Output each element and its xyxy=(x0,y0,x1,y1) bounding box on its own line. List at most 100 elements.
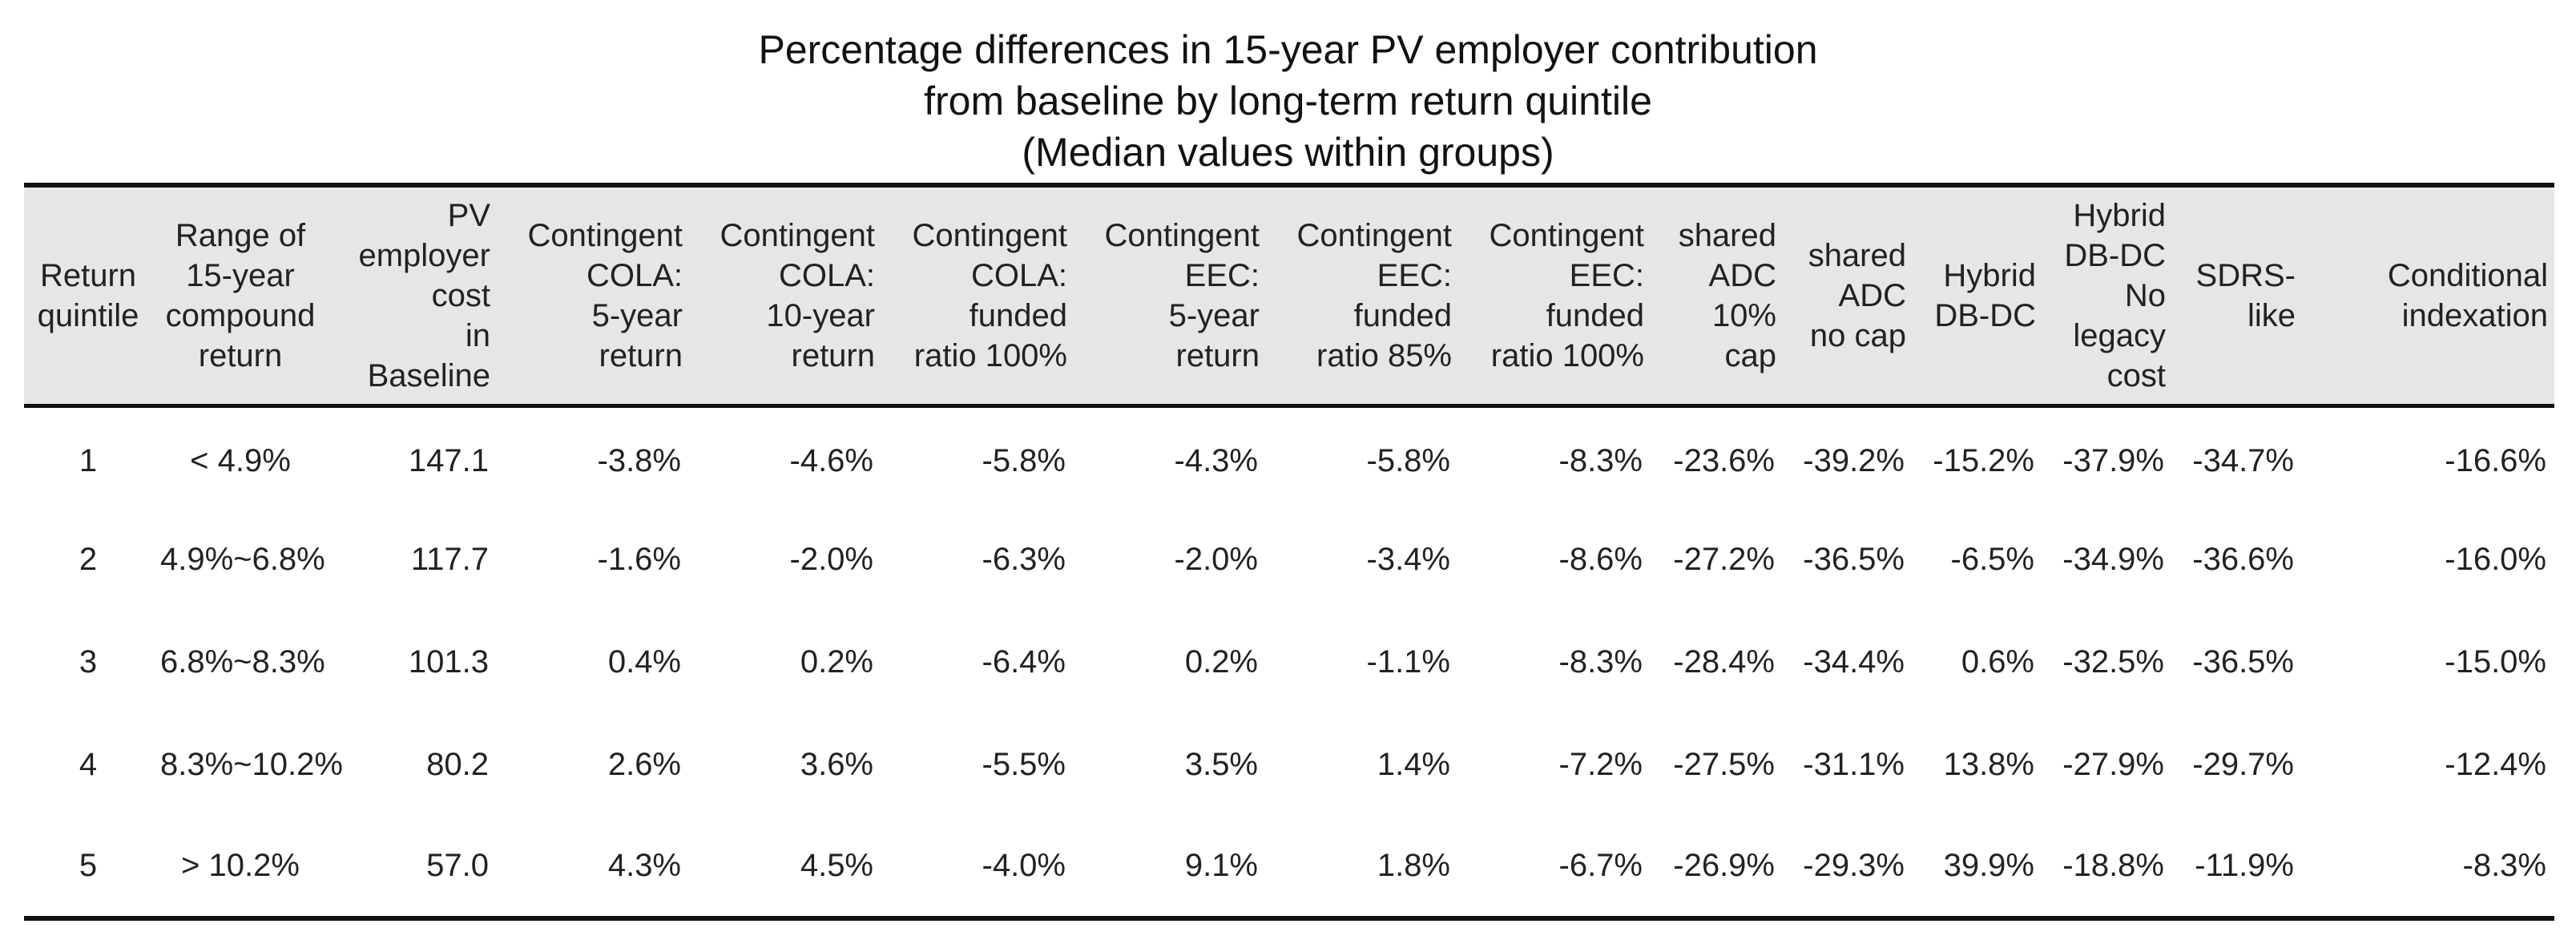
column-header-line: Baseline xyxy=(367,357,490,393)
column-header-line: legacy xyxy=(2073,317,2166,353)
column-header-line: return xyxy=(791,337,876,373)
cell-eec_fr85: -5.8% xyxy=(1366,442,1451,478)
header-row: Return quintile Range of 15-year compound ret… xyxy=(24,185,2554,408)
title-line-2: from baseline by long-term return quinti… xyxy=(924,79,1652,123)
column-header-line: return xyxy=(599,337,683,373)
cell-cond_index: -15.0% xyxy=(2445,643,2546,680)
cell-adc_10cap: -28.4% xyxy=(1673,643,1775,680)
table-row: 3 6.8%~8.3% 101.3 0.4% 0.2% -6.4% 0.2% -1.1% -8.… xyxy=(24,611,2554,713)
column-header-line: COLA: xyxy=(586,257,683,293)
cell-eec_fr100: -7.2% xyxy=(1558,746,1643,782)
cell-sdrs: -36.6% xyxy=(2192,541,2294,577)
title-line-3: (Median values within groups) xyxy=(1022,130,1554,175)
cell-quintile: 4 xyxy=(79,746,98,782)
cell-hybrid: 39.9% xyxy=(1943,848,2034,883)
column-header-line: Contingent xyxy=(720,217,875,253)
column-header-line: Return xyxy=(39,257,137,293)
cell-cola_10yr: -4.6% xyxy=(789,442,874,478)
results-table: Return quintile Range of 15-year compound ret… xyxy=(24,183,2554,921)
column-header-adc_10cap: shared ADC 10% cap xyxy=(1651,185,1783,408)
cell-eec_5yr: -4.3% xyxy=(1174,442,1259,478)
cell-hybrid: -15.2% xyxy=(1933,442,2034,478)
column-header-line: funded xyxy=(1353,297,1452,333)
cell-range: < 4.9% xyxy=(190,442,291,478)
column-header-line: quintile xyxy=(37,297,139,333)
cell-pv_baseline: 101.3 xyxy=(408,643,489,680)
column-header-line: return xyxy=(198,337,283,373)
cell-cola_10yr: -2.0% xyxy=(789,541,874,577)
column-header-line: return xyxy=(1175,337,1260,373)
column-header-eec_5yr: Contingent EEC: 5-year return xyxy=(1074,185,1266,408)
cell-cola_fr100: -5.8% xyxy=(982,442,1066,478)
column-header-hybrid_nolegacy: Hybrid DB-DC No legacy cost xyxy=(2042,185,2172,408)
cell-hybrid: 13.8% xyxy=(1943,746,2034,782)
cell-hybrid_nolegacy: -27.9% xyxy=(2062,746,2164,782)
column-header-line: 10-year xyxy=(766,297,875,333)
column-header-cola_fr100: Contingent COLA: funded ratio 100% xyxy=(881,185,1074,408)
column-header-line: ratio 100% xyxy=(913,337,1067,373)
cell-sdrs: -11.9% xyxy=(2195,848,2294,883)
column-header-sdrs: SDRS-like xyxy=(2172,185,2302,408)
column-header-line: Contingent xyxy=(1489,217,1644,253)
cell-cola_5yr: 2.6% xyxy=(607,746,681,782)
column-header-line: ADC xyxy=(1838,277,1906,313)
cell-quintile: 2 xyxy=(79,541,98,577)
column-header-line: cost xyxy=(2106,357,2166,393)
column-header-line: 15-year xyxy=(186,257,295,293)
column-header-line: like xyxy=(2247,297,2296,333)
cell-adc_10cap: -27.2% xyxy=(1673,541,1775,577)
cell-eec_fr85: -1.1% xyxy=(1366,643,1451,680)
column-header-eec_fr85: Contingent EEC: funded ratio 85% xyxy=(1266,185,1458,408)
column-header-range: Range of 15-year compound return xyxy=(152,185,329,408)
cell-eec_5yr: -2.0% xyxy=(1174,541,1259,577)
cell-range: 4.9%~6.8% xyxy=(160,541,325,577)
cell-hybrid_nolegacy: -18.8% xyxy=(2062,848,2164,883)
column-header-line: in xyxy=(465,317,490,353)
cell-eec_5yr: 9.1% xyxy=(1184,848,1258,883)
cell-cola_10yr: 0.2% xyxy=(800,643,873,680)
cell-eec_5yr: 3.5% xyxy=(1184,746,1258,782)
cell-adc_10cap: -26.9% xyxy=(1673,848,1775,883)
cell-pv_baseline: 147.1 xyxy=(408,442,489,478)
column-header-cond_index: Conditional indexation xyxy=(2302,185,2554,408)
column-header-line: Hybrid xyxy=(2073,197,2166,233)
cell-eec_fr85: 1.4% xyxy=(1377,746,1450,782)
cell-adc_10cap: -27.5% xyxy=(1673,746,1775,782)
cell-cola_fr100: -6.3% xyxy=(982,541,1066,577)
cell-eec_5yr: 0.2% xyxy=(1184,643,1258,680)
column-header-line: ratio 100% xyxy=(1490,337,1644,373)
cell-hybrid_nolegacy: -34.9% xyxy=(2062,541,2164,577)
column-header-cola_5yr: Contingent COLA: 5-year return xyxy=(497,185,689,408)
table-row: 5 > 10.2% 57.0 4.3% 4.5% -4.0% 9.1% 1.8% -6.7% -2… xyxy=(24,816,2554,918)
column-header-line: COLA: xyxy=(970,257,1067,293)
cell-adc_nocap: -36.5% xyxy=(1803,541,1905,577)
cell-eec_fr100: -8.3% xyxy=(1558,643,1643,680)
cell-adc_10cap: -23.6% xyxy=(1673,442,1775,478)
column-header-line: cap xyxy=(1724,337,1777,373)
column-header-line: No xyxy=(2124,277,2166,313)
title-line-1: Percentage differences in 15-year PV emp… xyxy=(758,27,1818,72)
cell-eec_fr85: 1.8% xyxy=(1377,848,1450,883)
cell-adc_nocap: -39.2% xyxy=(1803,442,1905,478)
column-header-line: compound xyxy=(165,297,316,333)
cell-adc_nocap: -29.3% xyxy=(1803,848,1905,883)
cell-quintile: 3 xyxy=(79,643,98,680)
column-header-adc_nocap: shared ADC no cap xyxy=(1783,185,1913,408)
column-header-hybrid: Hybrid DB-DC xyxy=(1913,185,2042,408)
cell-cola_fr100: -6.4% xyxy=(982,643,1066,680)
cell-cola_10yr: 3.6% xyxy=(800,746,873,782)
cell-hybrid: -6.5% xyxy=(1950,541,2035,577)
column-header-line: Contingent xyxy=(527,217,683,253)
table-row: 1 < 4.9% 147.1 -3.8% -4.6% -5.8% -4.3% -5.8% -8.… xyxy=(24,405,2554,508)
cell-cond_index: -12.4% xyxy=(2445,746,2546,782)
column-header-line: DB-DC xyxy=(1934,297,2036,333)
cell-sdrs: -36.5% xyxy=(2192,643,2294,680)
column-header-line: EEC: xyxy=(1377,257,1452,293)
column-header-line: funded xyxy=(969,297,1067,333)
column-header-pv_baseline: PV employer cost in Baseline xyxy=(329,185,497,408)
cell-cola_5yr: 0.4% xyxy=(607,643,681,680)
cell-cola_5yr: -3.8% xyxy=(597,442,682,478)
cell-cola_5yr: -1.6% xyxy=(597,541,682,577)
cell-eec_fr100: -8.3% xyxy=(1558,442,1643,478)
cell-cola_fr100: -4.0% xyxy=(982,848,1066,883)
